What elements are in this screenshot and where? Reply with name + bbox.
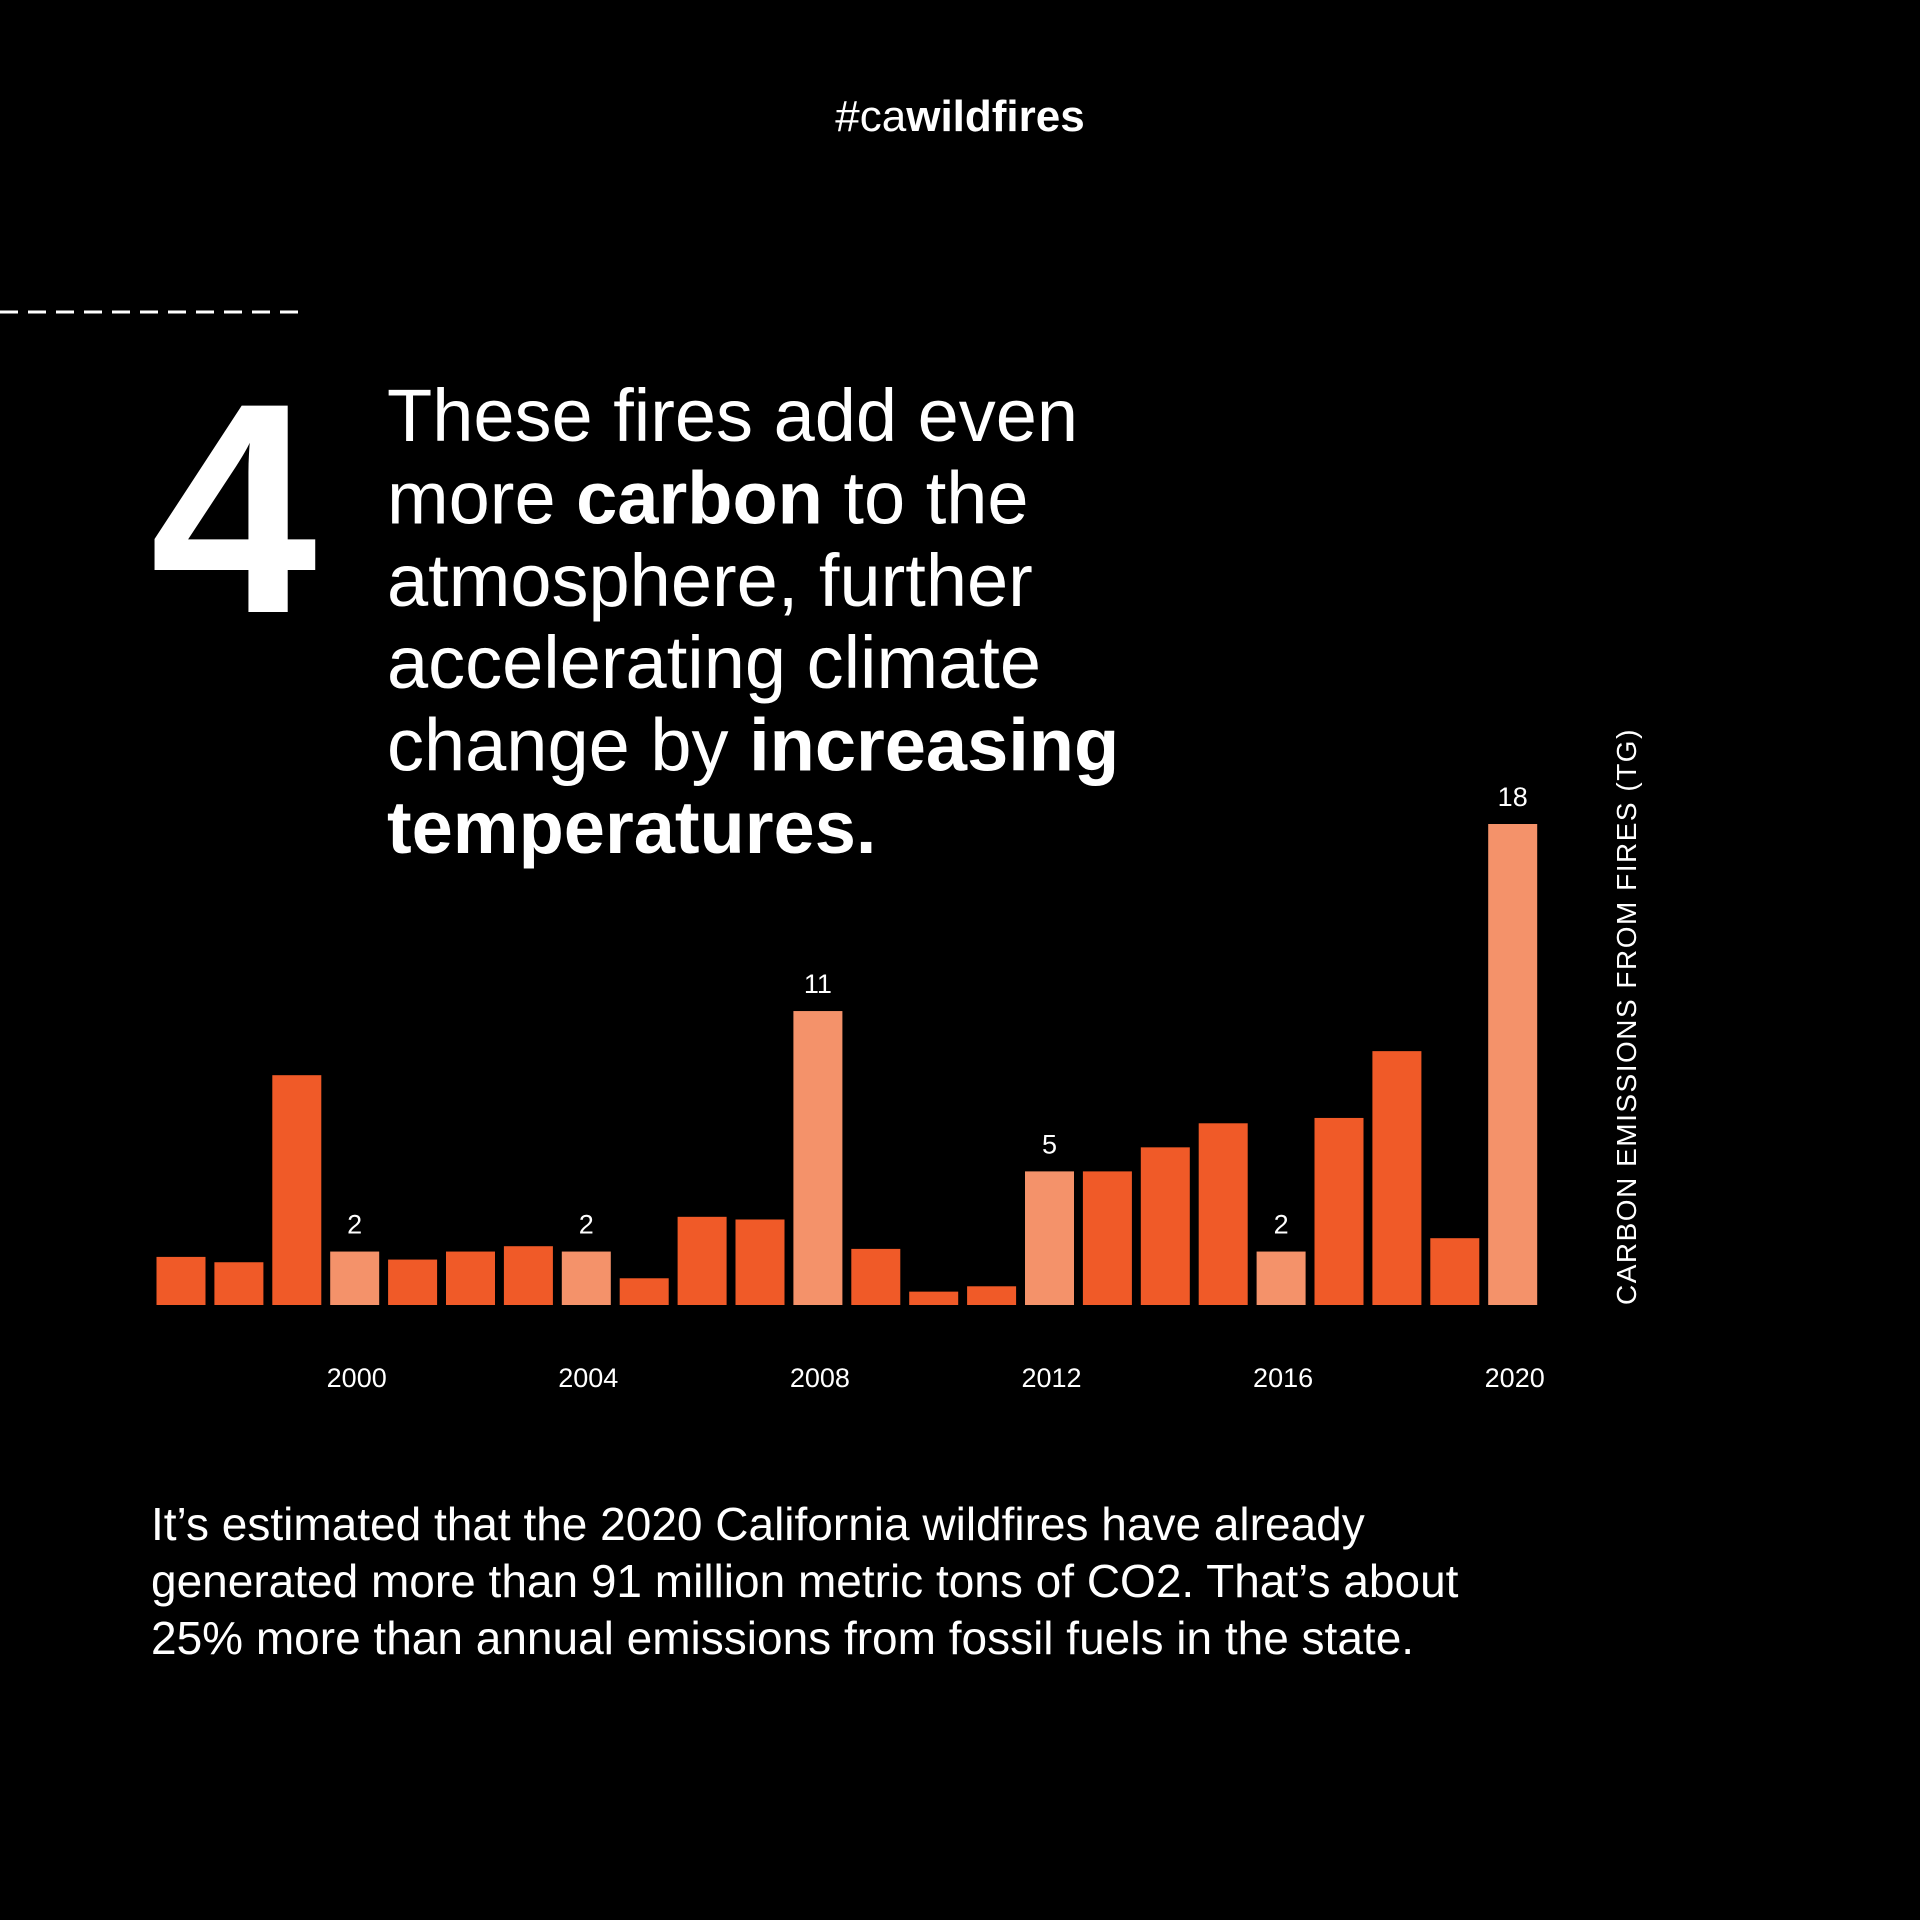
step-number: 4 — [150, 340, 319, 676]
bar — [388, 1259, 438, 1305]
value-label: 2 — [1274, 1210, 1289, 1240]
heading-line: more carbon to the — [387, 456, 1029, 539]
bar — [677, 1216, 727, 1305]
body-line: generated more than 91 million metric to… — [151, 1555, 1459, 1607]
bar — [1430, 1238, 1480, 1305]
heading-run: increasing — [749, 704, 1119, 787]
bar — [1025, 1171, 1074, 1305]
value-label: 11 — [804, 969, 832, 999]
body-line: It’s estimated that the 2020 California … — [151, 1498, 1365, 1550]
bar — [793, 1011, 843, 1305]
heading-run: These fires add even — [387, 374, 1078, 457]
x-tick-label: 2012 — [1021, 1363, 1081, 1393]
hashtag: #cawildfires — [835, 92, 1084, 141]
bar — [1082, 1171, 1132, 1305]
bar — [619, 1278, 669, 1305]
heading-line: atmosphere, further — [387, 539, 1033, 622]
x-tick-label: 2004 — [558, 1363, 618, 1393]
x-tick-label: 2016 — [1253, 1363, 1313, 1393]
bar — [909, 1291, 959, 1305]
bar — [214, 1262, 264, 1305]
heading-run: more — [387, 456, 576, 539]
bar — [1198, 1123, 1248, 1305]
x-tick-label: 2000 — [327, 1363, 387, 1393]
bar — [503, 1246, 553, 1305]
bar — [156, 1256, 206, 1305]
bar — [1140, 1147, 1190, 1305]
bar — [1372, 1051, 1422, 1305]
x-tick-label: 2008 — [790, 1363, 850, 1393]
x-tick-label: 2020 — [1485, 1363, 1545, 1393]
heading-line: These fires add even — [387, 374, 1078, 457]
heading-line: accelerating climate — [387, 621, 1041, 704]
heading-run: accelerating climate — [387, 621, 1041, 704]
bar — [735, 1219, 785, 1305]
bar — [1314, 1117, 1364, 1305]
heading-line: temperatures. — [387, 786, 876, 869]
body-line: 25% more than annual emissions from foss… — [151, 1612, 1414, 1664]
bar — [1488, 824, 1538, 1305]
hashtag-part: #ca — [835, 92, 906, 141]
bar — [561, 1251, 611, 1305]
heading-run: temperatures. — [387, 786, 876, 869]
y-axis-label: CARBON EMISSIONS FROM FIRES (TG) — [1611, 728, 1642, 1305]
value-label: 2 — [579, 1210, 594, 1240]
body-text: It’s estimated that the 2020 California … — [151, 1498, 1459, 1664]
bar — [446, 1251, 495, 1305]
heading-line: change by increasing — [387, 704, 1119, 787]
value-label: 2 — [347, 1210, 362, 1240]
heading-run: carbon — [576, 456, 823, 539]
value-label: 18 — [1498, 782, 1528, 812]
heading-run: change by — [387, 704, 749, 787]
hashtag-part: wildfires — [905, 92, 1085, 141]
bar — [330, 1251, 380, 1305]
bar — [851, 1248, 901, 1305]
value-label: 5 — [1042, 1129, 1057, 1159]
heading-run: to the — [823, 456, 1029, 539]
bar — [967, 1286, 1017, 1305]
chart: 2 2000 2 2004 11 2008 5 2012 2 2016 18 2020 CARBON E… — [156, 728, 1642, 1393]
heading-run: atmosphere, further — [387, 539, 1033, 622]
bar — [1256, 1251, 1306, 1305]
bar — [272, 1075, 322, 1305]
